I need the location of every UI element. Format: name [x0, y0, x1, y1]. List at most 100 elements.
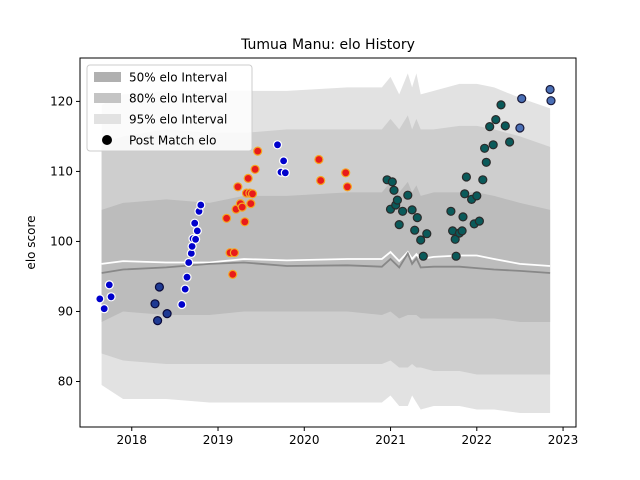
- elo-point-0-19: [280, 168, 290, 178]
- elo-point-0-4: [177, 299, 187, 310]
- legend-label: 80% elo Interval: [129, 92, 227, 106]
- elo-point-3-2: [387, 177, 397, 187]
- elo-point-2-3: [229, 248, 239, 258]
- elo-point-2-10: [243, 173, 253, 183]
- y-tick-label: 90: [58, 304, 73, 318]
- elo-point-0-3: [106, 292, 116, 302]
- elo-point-2-17: [316, 175, 326, 186]
- elo-point-2-5: [233, 182, 243, 192]
- elo-point-3-3: [389, 185, 399, 195]
- x-tick-label: 2021: [375, 433, 406, 447]
- elo-point-2-2: [228, 269, 238, 279]
- elo-point-2-16: [314, 154, 324, 165]
- elo-point-3-15: [446, 206, 456, 216]
- elo-point-3-34: [496, 100, 506, 110]
- y-tick-label: 120: [50, 94, 73, 108]
- elo-point-3-18: [451, 251, 461, 261]
- interval-bands: [101, 73, 551, 414]
- elo-point-3-9: [407, 205, 417, 215]
- elo-point-3-6: [394, 220, 404, 230]
- elo-point-3-10: [410, 225, 420, 235]
- mean-elo-line: [101, 250, 551, 267]
- elo-point-1-3: [162, 309, 172, 319]
- elo-point-3-27: [474, 216, 484, 226]
- elo-point-0-2: [104, 280, 114, 290]
- elo-point-3-14: [422, 229, 432, 239]
- legend-swatch: [102, 135, 112, 145]
- legend-label: Post Match elo: [129, 134, 216, 148]
- elo-point-3-8: [403, 190, 413, 200]
- legend-box: [86, 64, 253, 152]
- y-tick-label: 110: [50, 164, 73, 178]
- band-50: [101, 181, 551, 322]
- elo-point-0-11: [190, 218, 200, 228]
- elo-point-2-7: [237, 202, 247, 212]
- elo-point-1-1: [153, 316, 163, 326]
- elo-point-3-35: [500, 121, 510, 131]
- x-tick-label: 2023: [548, 433, 579, 447]
- elo-point-4-0: [517, 93, 527, 104]
- elo-point-2-12: [246, 199, 256, 209]
- elo-point-3-21: [458, 212, 468, 222]
- elo-point-4-2: [545, 84, 555, 95]
- elo-point-3-28: [478, 175, 488, 185]
- y-tick-label: 100: [50, 234, 73, 248]
- elo-point-2-8: [240, 217, 250, 227]
- elo-point-0-15: [196, 200, 206, 210]
- elo-point-3-36: [505, 137, 515, 147]
- post-match-points: [95, 84, 556, 326]
- y-axis-label: elo score: [24, 215, 38, 269]
- x-tick-label: 2022: [462, 433, 493, 447]
- elo-point-3-12: [416, 235, 426, 245]
- elo-point-3-31: [485, 121, 495, 132]
- legend-label: 50% elo Interval: [129, 71, 227, 85]
- elo-point-0-13: [192, 226, 202, 236]
- legend-swatch: [94, 72, 121, 82]
- elo-point-0-5: [180, 284, 190, 294]
- elo-point-3-5: [392, 195, 402, 205]
- legend-swatch: [94, 114, 121, 124]
- elo-point-1-0: [150, 299, 160, 309]
- elo-point-2-15: [253, 146, 263, 156]
- x-tick-label: 2019: [203, 433, 234, 447]
- chart-title: Tumua Manu: elo History: [240, 37, 415, 53]
- legend-swatch: [94, 93, 121, 103]
- elo-point-3-22: [460, 189, 470, 199]
- elo-point-4-1: [515, 123, 525, 133]
- elo-point-3-7: [398, 206, 408, 216]
- elo-point-3-20: [457, 226, 467, 236]
- elo-point-3-29: [480, 143, 490, 153]
- elo-point-3-11: [412, 213, 422, 223]
- x-axis: 2018 2019 2020 2021 2022 2023: [116, 427, 578, 447]
- elo-point-1-2: [154, 282, 164, 292]
- elo-point-2-19: [342, 182, 352, 192]
- x-tick-label: 2018: [116, 433, 147, 447]
- elo-point-3-32: [488, 140, 498, 150]
- legend-label: 95% elo Interval: [129, 113, 227, 127]
- elo-point-2-18: [341, 168, 351, 178]
- x-tick-label: 2020: [289, 433, 320, 447]
- elo-point-3-13: [418, 251, 428, 261]
- elo-point-3-26: [472, 191, 482, 201]
- y-axis: 80 90 100 110 120: [50, 94, 80, 388]
- elo-point-0-12: [191, 234, 201, 244]
- elo-point-0-1: [99, 304, 109, 314]
- elo-point-4-3: [546, 96, 556, 106]
- plot-frame: [79, 57, 577, 428]
- median-elo-line: [101, 251, 551, 274]
- elo-point-0-6: [182, 272, 192, 282]
- legend: 50% elo Interval 80% elo Interval 95% elo …: [86, 64, 253, 152]
- elo-point-2-14: [250, 164, 260, 174]
- trend-lines: [101, 250, 551, 274]
- elo-point-2-0: [222, 213, 232, 223]
- elo-point-0-0: [95, 294, 105, 304]
- elo-point-3-23: [461, 172, 471, 182]
- elo-point-0-18: [279, 156, 289, 166]
- elo-point-3-33: [491, 114, 501, 125]
- elo-point-2-13: [247, 189, 258, 199]
- elo-point-3-30: [481, 157, 491, 167]
- elo-point-0-16: [272, 140, 283, 150]
- elo-point-0-7: [184, 257, 194, 268]
- elo-point-3-17: [450, 234, 460, 244]
